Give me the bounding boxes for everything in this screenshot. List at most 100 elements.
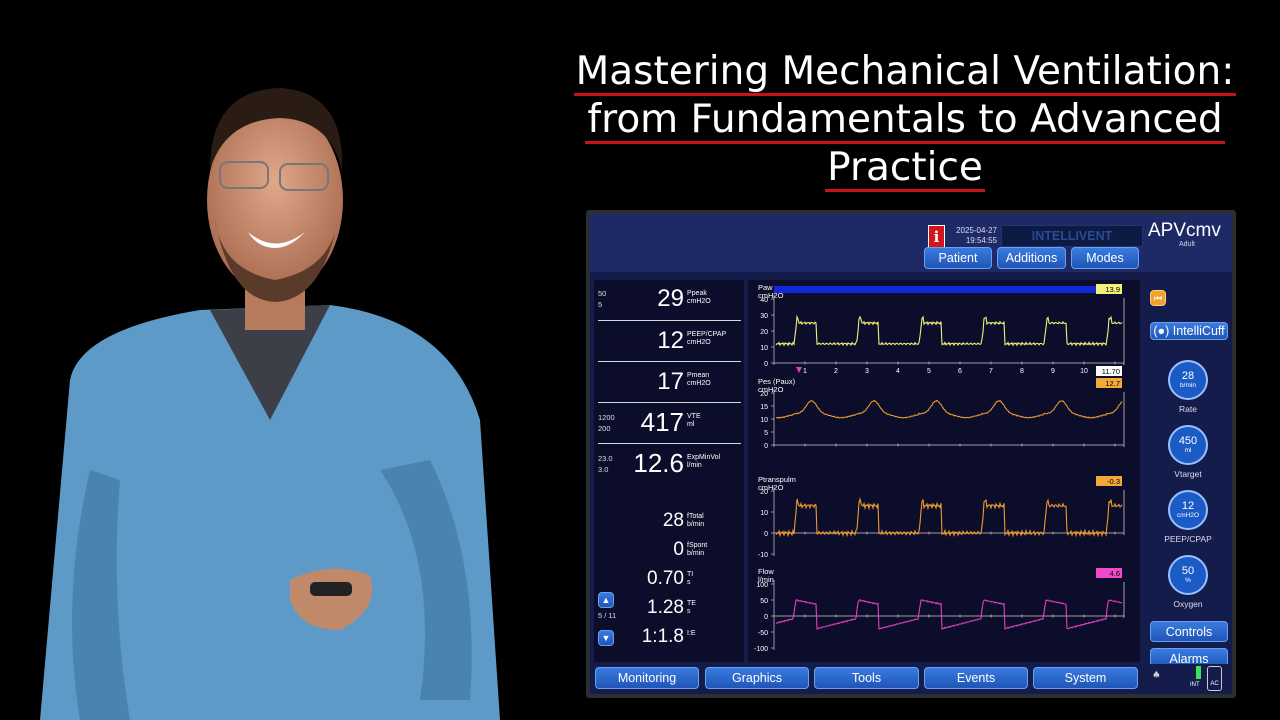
tab-system[interactable]: System — [1033, 667, 1138, 689]
additions-button[interactable]: Additions — [997, 247, 1066, 269]
top-bar: i 2025-04-27 19:54:55 INTELLIVENT Patien… — [590, 214, 1232, 272]
paw-time-tick: 2 — [834, 368, 838, 375]
tab-monitoring[interactable]: Monitoring — [595, 667, 699, 689]
pmean-value: 17 — [657, 368, 684, 395]
peep-value: 12 — [657, 327, 684, 354]
patient-button[interactable]: Patient — [924, 247, 992, 269]
paw-time-badge: 11.70 — [1102, 367, 1120, 376]
ptrans-ytick: 10 — [760, 510, 768, 517]
peep-label: PEEP/CPAP cmH2O — [687, 331, 727, 346]
fspont-value: 0 — [673, 539, 684, 560]
oxygen-knob[interactable]: 50% — [1168, 555, 1208, 595]
tab-events[interactable]: Events — [924, 667, 1028, 689]
tab-graphics[interactable]: Graphics — [705, 667, 809, 689]
divider — [598, 443, 741, 444]
vte-value: 417 — [640, 407, 684, 437]
paw-time-tick: 6 — [958, 368, 962, 375]
paw-time-tick: 9 — [1051, 368, 1055, 375]
peep-knob[interactable]: 12 cmH2O — [1168, 490, 1208, 530]
paw-time-tick: 8 — [1020, 368, 1024, 375]
scroll-up-button[interactable]: ▲ — [598, 592, 614, 608]
int-label: INT — [1190, 682, 1200, 688]
pes-name: Pes (Paux) — [758, 377, 796, 386]
cuff-icon: (●) — [1153, 324, 1173, 338]
title-line-1: Mastering Mechanical Ventilation: — [573, 49, 1237, 96]
te-value: 1.28 — [647, 597, 684, 618]
param-page-indicator: 5 / 11 — [598, 611, 617, 620]
flow-ytick: -50 — [758, 630, 768, 637]
modes-button[interactable]: Modes — [1071, 247, 1139, 269]
ti-value: 0.70 — [647, 568, 684, 589]
flow-badge: 4.6 — [1110, 569, 1120, 578]
controls-column: ⏮ (●) IntelliCuff 28 b/min Rate 450 ml Vta… — [1146, 276, 1232, 669]
ppeak-value: 29 — [657, 285, 684, 312]
ftotal-value: 28 — [662, 510, 684, 531]
ie-value: 1:1.8 — [641, 626, 684, 647]
pes-ytick: 20 — [760, 391, 768, 398]
pes-badge: 12.7 — [1105, 379, 1120, 388]
ventilator-display: i 2025-04-27 19:54:55 INTELLIVENT Patien… — [586, 210, 1236, 698]
ti-label: TI s — [687, 571, 694, 586]
datetime: 2025-04-27 19:54:55 — [942, 226, 997, 246]
ptrans-ytick: 0 — [764, 531, 768, 538]
flow-ytick: -100 — [754, 646, 768, 653]
flow-name: Flow — [758, 567, 774, 576]
pes-ytick: 5 — [764, 430, 768, 437]
ptrans-ytick: 20 — [760, 489, 768, 496]
trigger-marker-icon — [796, 367, 802, 373]
paw-time-tick: 4 — [896, 368, 900, 375]
pes-badge-bg — [1096, 378, 1122, 388]
paw-time-tick: 10 — [1080, 368, 1088, 375]
pes-waveform — [775, 399, 1123, 419]
expminvol-value: 12.6 — [633, 448, 684, 478]
pes-ytick: 0 — [764, 443, 768, 450]
ptrans-name: Ptranspulm — [758, 475, 796, 484]
intellicuff-button[interactable]: (●) IntelliCuff — [1150, 322, 1228, 340]
paw-timebar — [774, 286, 1096, 293]
controls-button[interactable]: Controls — [1150, 621, 1228, 642]
paw-ytick: 40 — [760, 297, 768, 304]
flow-waveform — [775, 598, 1123, 630]
title-line-2: from Fundamentals to Advanced — [585, 97, 1225, 144]
paw-waveform — [775, 314, 1123, 347]
battery-icon — [1196, 666, 1201, 679]
paw-time-tick: 1 — [803, 368, 807, 375]
ptrans-unit: cmH2O — [758, 483, 784, 492]
divider — [598, 402, 741, 403]
expminvol-label: ExpMinVol l/min — [687, 454, 721, 469]
power-plug-icon: AC — [1207, 666, 1222, 691]
pes-ytick: 10 — [760, 417, 768, 424]
paw-time-tick: 7 — [989, 368, 993, 375]
oxygen-label: Oxygen — [1173, 599, 1203, 609]
slide-title: Mastering Mechanical Ventilation: from F… — [560, 48, 1250, 192]
rewind-icon[interactable]: ⏮ — [1150, 290, 1166, 306]
vte-limits: 1200 200 — [598, 413, 615, 433]
ptrans-badge-bg — [1096, 476, 1122, 486]
alarms-button[interactable]: Alarms — [1150, 648, 1228, 669]
vtarget-label: Vtarget — [1174, 469, 1202, 479]
scroll-down-button[interactable]: ▼ — [598, 630, 614, 646]
vtarget-knob[interactable]: 450 ml — [1168, 425, 1208, 465]
ventilator-screen: i 2025-04-27 19:54:55 INTELLIVENT Patien… — [590, 214, 1232, 694]
paw-ytick: 30 — [760, 313, 768, 320]
paw-unit: cmH2O — [758, 291, 784, 300]
expminvol-limits: 23.0 3.0 — [598, 454, 613, 474]
flow-unit: l/min — [758, 575, 774, 584]
paw-badge-bg — [1096, 284, 1122, 294]
pmean-label: Pmean cmH2O — [687, 372, 711, 387]
pes-unit: cmH2O — [758, 385, 784, 394]
rate-knob[interactable]: 28 b/min — [1168, 360, 1208, 400]
paw-badge: 13.9 — [1105, 285, 1120, 294]
vte-label: VTE ml — [687, 413, 701, 428]
paw-ytick: 20 — [760, 329, 768, 336]
divider — [598, 361, 741, 362]
tab-tools[interactable]: Tools — [814, 667, 919, 689]
intellivent-button[interactable]: INTELLIVENT — [1001, 225, 1143, 247]
paw-name: Paw — [758, 283, 773, 292]
monitoring-parameters: 50 5 29 Ppeak cmH2O 12 PEEP/CPAP cmH2O 17 P… — [594, 280, 744, 662]
patient-group-label: Adult — [1179, 241, 1195, 248]
date: 2025-04-27 — [956, 226, 997, 235]
flow-ytick: 100 — [756, 582, 768, 589]
ptrans-badge: -0.3 — [1107, 477, 1120, 486]
